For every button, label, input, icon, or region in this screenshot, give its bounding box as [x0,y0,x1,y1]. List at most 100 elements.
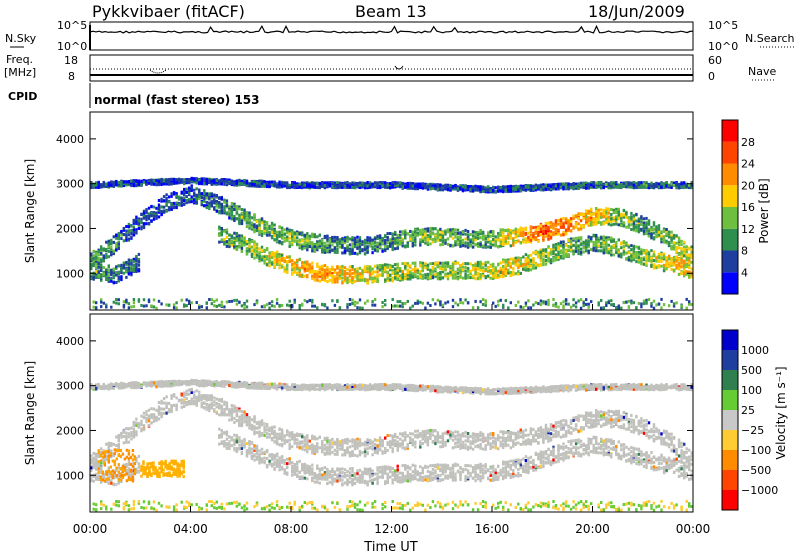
power-cell [218,179,221,183]
power-cell [343,184,347,188]
power-cell [268,233,271,237]
power-cell [386,236,389,239]
power-cell [353,268,357,272]
power-cell [489,189,492,193]
power-cell [426,276,430,280]
power-cell [333,239,337,243]
power-cell [155,183,158,187]
power-cell [544,229,548,233]
power-cell [547,227,550,231]
power-cell [469,269,472,273]
power-cell [321,242,324,246]
power-cell [353,238,357,242]
power-cell [90,257,93,261]
power-cell [218,303,221,307]
power-cell [456,303,460,307]
power-cell [499,242,502,246]
power-cell [504,267,507,271]
power-cell [471,237,475,241]
power-cell [446,237,450,241]
power-cell [474,233,477,237]
power-cell [509,257,512,261]
power-cell [439,238,442,242]
power-cell [107,245,110,249]
power-cell [318,272,321,276]
power-cell [441,261,445,265]
power-cell [240,246,244,250]
power-cell [534,301,538,305]
power-cell [258,231,261,235]
power-cell [459,298,462,302]
power-cell [378,264,382,267]
power-cell [419,264,422,268]
power-cell [353,273,357,277]
power-cell [461,186,465,190]
power-cell [426,263,430,267]
power-cell [358,245,362,249]
power-cell [399,277,402,281]
power-cell [260,256,264,259]
power-cell [524,184,528,188]
power-cell [451,268,455,272]
power-cell [351,238,354,242]
power-cell [303,267,306,271]
power-cell [529,306,533,310]
power-cell [424,186,427,190]
power-cell [371,267,374,271]
power-cell [137,269,141,273]
power-cell [426,267,430,271]
power-cell [180,179,183,183]
power-cell [461,276,465,280]
power-cell [394,267,397,271]
power-cell [487,269,490,273]
power-cell [243,306,246,310]
power-cell [117,302,120,306]
power-cell [296,271,299,275]
power-cell [293,239,296,243]
power-cell [363,241,367,245]
power-cell [492,274,495,278]
power-cell [502,190,505,194]
power-cell [404,262,407,266]
power-cell [155,306,158,310]
power-cell [107,239,110,243]
power-cell [130,267,133,271]
power-cell [208,196,211,199]
power-cell [122,264,126,267]
power-cell [416,185,419,189]
power-cell [253,240,256,244]
power-cell [291,231,294,235]
power-cell [346,305,349,309]
power-cell [263,181,266,185]
power-cell [527,256,530,260]
power-cell [331,265,334,269]
power-cell [522,240,525,244]
power-cell [461,188,465,192]
power-cell [200,305,203,309]
power-cell [102,182,105,186]
power-cell [318,186,321,190]
power-cell [547,256,550,260]
power-cell [215,204,218,208]
power-cell [494,304,497,308]
power-cell [454,232,457,236]
power-cell [313,270,316,273]
power-cell [283,181,286,185]
power-cell [429,235,432,238]
power-cell [336,239,339,243]
power-cell [336,277,339,281]
power-cell [474,188,477,192]
power-cell [436,236,440,240]
power-cell [409,264,412,268]
power-cell [132,184,136,188]
power-cell [434,272,437,276]
power-cell [401,231,404,235]
power-cell [524,187,528,191]
power-cell [411,239,414,243]
power-cell [522,255,525,259]
power-cell [376,237,379,240]
power-cell [115,234,118,237]
power-cell [549,236,553,240]
power-cell [95,301,98,305]
power-cell [481,274,485,278]
